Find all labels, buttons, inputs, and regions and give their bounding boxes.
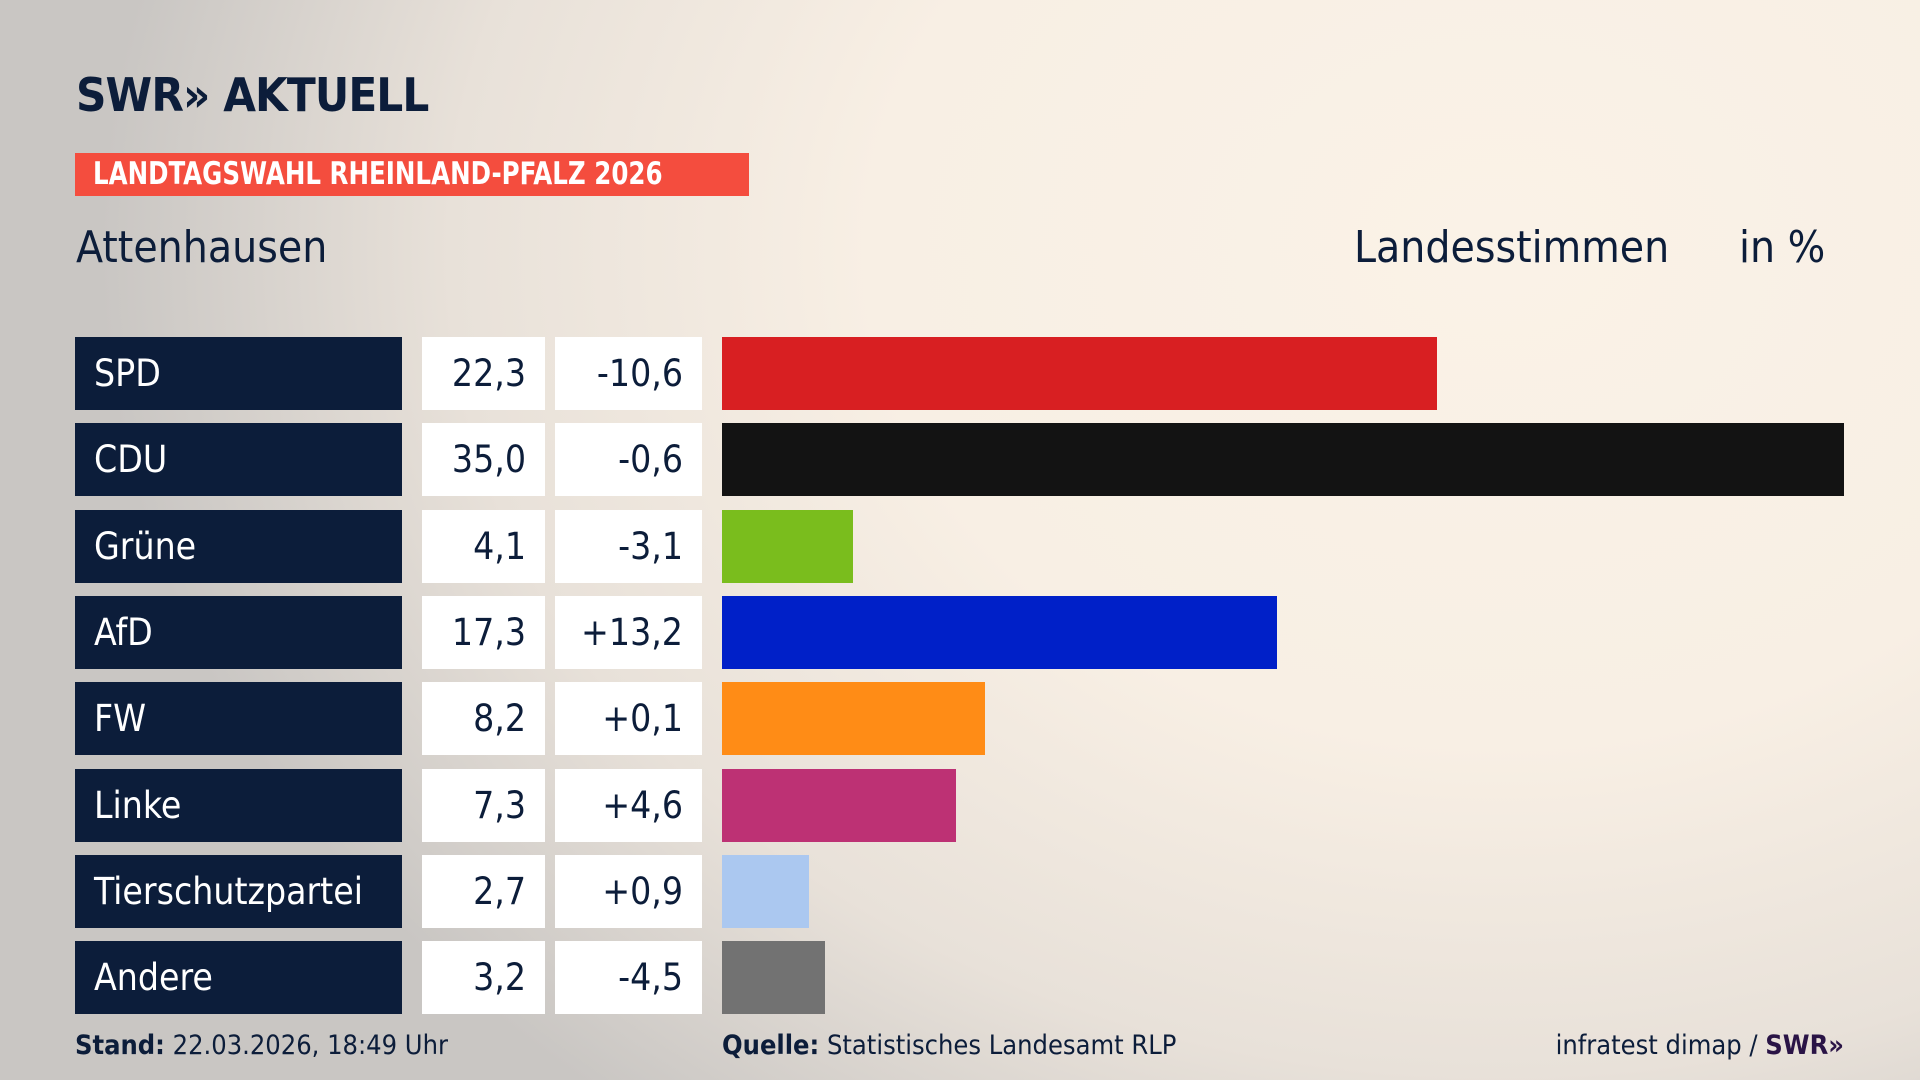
unit-label: in % <box>1739 222 1826 273</box>
result-row: CDU 35,0 -0,6 <box>0 423 1920 497</box>
measure-label: Landesstimmen <box>1354 222 1670 273</box>
result-row: SPD 22,3 -10,6 <box>0 337 1920 410</box>
result-bar <box>722 423 1844 497</box>
vote-share-label: 3,2 <box>422 941 545 1015</box>
credit-info: infratest dimap / SWR» <box>1556 1030 1844 1061</box>
stand-info: Stand: 22.03.2026, 18:49 Uhr <box>75 1030 448 1061</box>
stand-value: 22.03.2026, 18:49 Uhr <box>172 1030 448 1061</box>
result-bar <box>722 682 985 756</box>
swr-logo-small: SWR» <box>1765 1030 1844 1061</box>
result-bar <box>722 595 1277 669</box>
result-row: Tierschutzpartei 2,7 +0,9 <box>0 854 1920 928</box>
vote-share-label: 2,7 <box>422 854 545 928</box>
vote-share-label: 17,3 <box>422 595 545 669</box>
vote-share-label: 7,3 <box>422 768 545 842</box>
vote-share-label: 4,1 <box>422 509 545 583</box>
vote-change-label: -0,6 <box>555 423 702 497</box>
vote-share-label: 22,3 <box>422 337 545 410</box>
vote-share-label: 8,2 <box>422 682 545 756</box>
source-label: Quelle: <box>722 1030 820 1061</box>
place-title: Attenhausen <box>76 222 328 273</box>
result-bar <box>722 337 1437 410</box>
result-bar <box>722 768 957 842</box>
party-label: Grüne <box>75 509 402 583</box>
result-row: AfD 17,3 +13,2 <box>0 595 1920 669</box>
credit-text: infratest dimap / <box>1555 1030 1758 1061</box>
vote-change-label: +0,1 <box>555 682 702 756</box>
party-label: Linke <box>75 768 402 842</box>
party-label: AfD <box>75 595 402 669</box>
source-info: Quelle: Statistisches Landesamt RLP <box>722 1030 1176 1061</box>
vote-change-label: +4,6 <box>555 768 702 842</box>
vote-change-label: -10,6 <box>555 337 702 410</box>
result-row: Linke 7,3 +4,6 <box>0 768 1920 842</box>
swr-aktuell-logo: SWR» AKTUELL <box>76 68 429 122</box>
vote-change-label: +13,2 <box>555 595 702 669</box>
vote-change-label: +0,9 <box>555 854 702 928</box>
result-row: Andere 3,2 -4,5 <box>0 941 1920 1015</box>
party-label: Andere <box>75 941 402 1015</box>
party-label: CDU <box>75 423 402 497</box>
result-row: Grüne 4,1 -3,1 <box>0 509 1920 583</box>
stand-label: Stand: <box>75 1030 165 1061</box>
result-bar <box>722 941 825 1015</box>
source-value: Statistisches Landesamt RLP <box>826 1030 1177 1061</box>
vote-change-label: -4,5 <box>555 941 702 1015</box>
party-label: SPD <box>75 337 402 410</box>
result-row: FW 8,2 +0,1 <box>0 682 1920 756</box>
vote-change-label: -3,1 <box>555 509 702 583</box>
result-bar <box>722 509 854 583</box>
party-label: Tierschutzpartei <box>75 854 402 928</box>
result-bar <box>722 854 809 928</box>
party-label: FW <box>75 682 402 756</box>
election-banner-text: LANDTAGSWAHL RHEINLAND-PFALZ 2026 <box>93 156 663 192</box>
election-banner: LANDTAGSWAHL RHEINLAND-PFALZ 2026 <box>75 153 749 196</box>
vote-share-label: 35,0 <box>422 423 545 497</box>
